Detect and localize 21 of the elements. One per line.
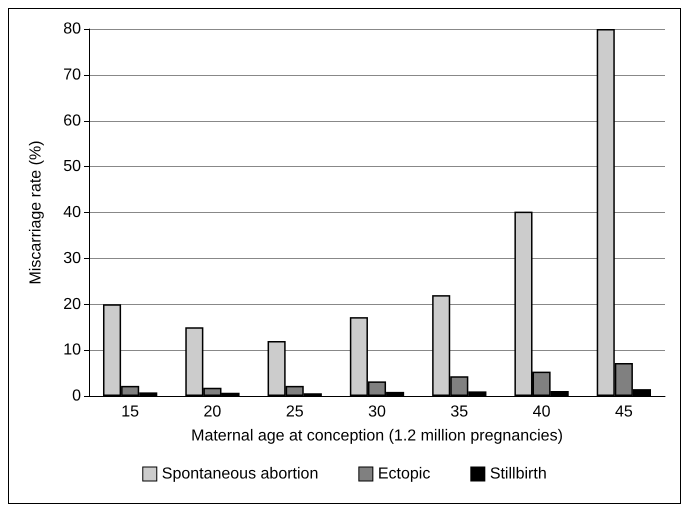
legend-label: Ectopic (378, 466, 430, 482)
x-tick-label: 30 (368, 404, 386, 420)
y-tick-label: 0 (72, 388, 82, 404)
y-tick-label: 80 (63, 20, 82, 38)
y-tick-label: 70 (63, 66, 82, 84)
legend-label: Spontaneous abortion (162, 466, 318, 482)
y-tick-label: 10 (63, 342, 82, 359)
x-tick-label: 15 (121, 404, 140, 420)
x-tick-label: 45 (614, 404, 633, 420)
x-tick-label: 35 (450, 404, 468, 420)
x-tick-label: 40 (532, 404, 551, 420)
x-axis-title: Maternal age at conception (1.2 million pregnancies) (191, 428, 563, 444)
y-axis-title: Miscarriage rate (%) (28, 140, 44, 285)
y-tick-label: 30 (63, 250, 82, 267)
x-tick-label: 20 (204, 404, 222, 420)
y-tick-label: 60 (63, 112, 82, 130)
y-tick-label: 20 (63, 296, 82, 313)
legend-label: Stillbirth (490, 466, 547, 482)
y-tick-label: 50 (63, 158, 82, 176)
x-tick-label: 25 (286, 404, 304, 420)
y-tick-label: 40 (63, 204, 82, 221)
